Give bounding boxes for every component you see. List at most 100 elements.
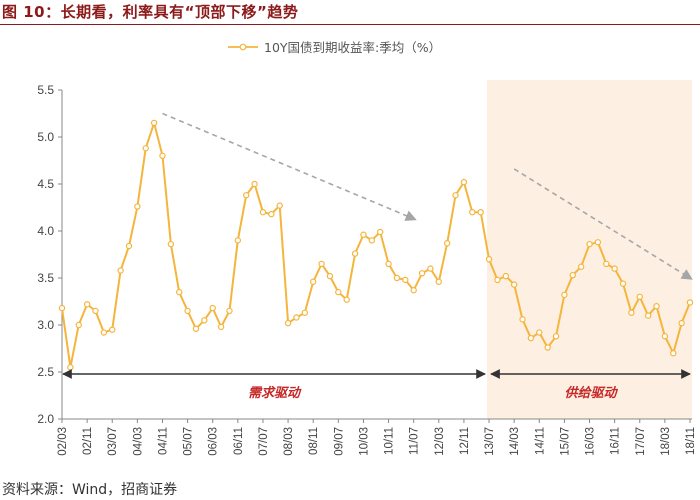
- data-point: [276, 202, 283, 209]
- y-tick-label: 5.5: [37, 83, 54, 97]
- data-point: [477, 208, 484, 216]
- data-point: [636, 293, 643, 300]
- x-tick-label: 02/03: [57, 427, 69, 456]
- data-point: [628, 309, 635, 316]
- yield-chart: 5.5 5.0 4.5 4.0 3.5 3.0 2.5 2.002/03 02/11 03/07 0…: [37, 40, 697, 456]
- data-point: [661, 333, 669, 340]
- data-point: [234, 237, 242, 244]
- data-point: [603, 260, 610, 268]
- data-point: [443, 240, 451, 247]
- data-point: [368, 237, 376, 244]
- data-point: [134, 203, 141, 210]
- y-tick-label: 3.0: [37, 318, 54, 332]
- data-point: [125, 242, 133, 250]
- data-point: [577, 263, 585, 270]
- data-point: [351, 250, 359, 257]
- data-point: [209, 304, 216, 312]
- data-point: [284, 319, 292, 327]
- x-tick-label: 07/07: [258, 427, 270, 456]
- data-point: [268, 210, 275, 218]
- x-tick-label: 02/11: [82, 427, 94, 455]
- data-point: [176, 288, 183, 296]
- data-point: [293, 314, 300, 321]
- data-point: [678, 319, 685, 327]
- y-tick-label: 4.0: [37, 224, 54, 238]
- trend-arrow: [513, 168, 693, 280]
- data-point: [544, 344, 551, 351]
- data-point: [83, 301, 91, 308]
- data-point: [619, 280, 627, 287]
- data-point: [485, 255, 493, 263]
- data-point: [159, 152, 166, 160]
- data-point: [611, 265, 618, 272]
- shaded-region: [487, 80, 692, 419]
- legend-label: 10Y国债到期收益率:季均（%）: [264, 40, 441, 55]
- data-point: [167, 240, 175, 248]
- x-tick-label: 05/07: [183, 427, 195, 456]
- data-point: [301, 309, 309, 316]
- data-point: [217, 323, 225, 331]
- data-point: [653, 303, 660, 310]
- y-tick-label: 2.5: [37, 365, 54, 379]
- data-point: [686, 299, 694, 306]
- data-point: [435, 278, 442, 285]
- x-tick-label: 04/11: [157, 427, 169, 455]
- y-tick-label: 2.0: [37, 412, 54, 426]
- x-tick-label: 18/03: [660, 427, 672, 456]
- data-point: [75, 321, 82, 329]
- data-point: [310, 278, 317, 285]
- trend-arrow: [162, 112, 417, 221]
- x-tick-label: 08/11: [308, 427, 320, 455]
- data-point: [360, 231, 367, 238]
- data-point: [527, 334, 535, 342]
- data-point: [670, 350, 677, 357]
- y-tick-label: 4.5: [37, 177, 54, 191]
- data-point: [192, 325, 200, 332]
- data-point: [58, 304, 66, 312]
- region-label: 需求驱动: [248, 385, 302, 401]
- x-tick-label: 16/03: [585, 427, 597, 456]
- data-point: [519, 316, 526, 323]
- data-point: [251, 180, 258, 188]
- data-point: [536, 329, 543, 336]
- data-point: [586, 240, 593, 248]
- title-rule: [0, 24, 700, 25]
- data-point: [561, 291, 568, 299]
- x-tick-label: 15/07: [559, 427, 571, 456]
- data-point: [494, 276, 501, 284]
- data-point: [385, 260, 392, 268]
- data-point: [109, 326, 116, 333]
- data-point: [150, 119, 158, 127]
- data-point: [460, 178, 468, 186]
- data-point: [318, 260, 325, 268]
- x-tick-label: 13/07: [484, 427, 496, 456]
- data-point: [326, 272, 334, 280]
- data-point: [92, 307, 99, 315]
- data-point: [552, 333, 560, 340]
- data-point: [243, 192, 250, 199]
- x-tick-label: 17/07: [635, 427, 647, 456]
- figure-title: 图 10：长期看，利率具有“顶部下移”趋势: [2, 3, 299, 21]
- data-point: [569, 271, 576, 279]
- x-tick-label: 06/11: [233, 427, 245, 455]
- data-point: [184, 307, 191, 315]
- data-point: [452, 192, 459, 199]
- x-tick-label: 03/07: [107, 427, 119, 456]
- data-point: [259, 208, 267, 216]
- x-tick-label: 12/11: [459, 427, 471, 455]
- x-tick-label: 10/11: [384, 427, 396, 455]
- x-tick-label: 11/07: [409, 427, 421, 455]
- region-label: 供给驱动: [565, 385, 619, 401]
- x-tick-label: 06/03: [208, 427, 220, 456]
- data-point: [343, 296, 350, 303]
- data-point: [335, 288, 342, 296]
- data-point: [644, 312, 652, 319]
- x-tick-label: 08/03: [283, 427, 295, 456]
- series-line: [61, 121, 691, 369]
- data-point: [402, 276, 409, 284]
- x-tick-label: 04/03: [132, 427, 144, 456]
- x-tick-label: 09/07: [333, 427, 345, 456]
- y-tick-label: 3.5: [37, 271, 54, 285]
- data-point: [469, 208, 476, 216]
- data-point: [100, 329, 108, 336]
